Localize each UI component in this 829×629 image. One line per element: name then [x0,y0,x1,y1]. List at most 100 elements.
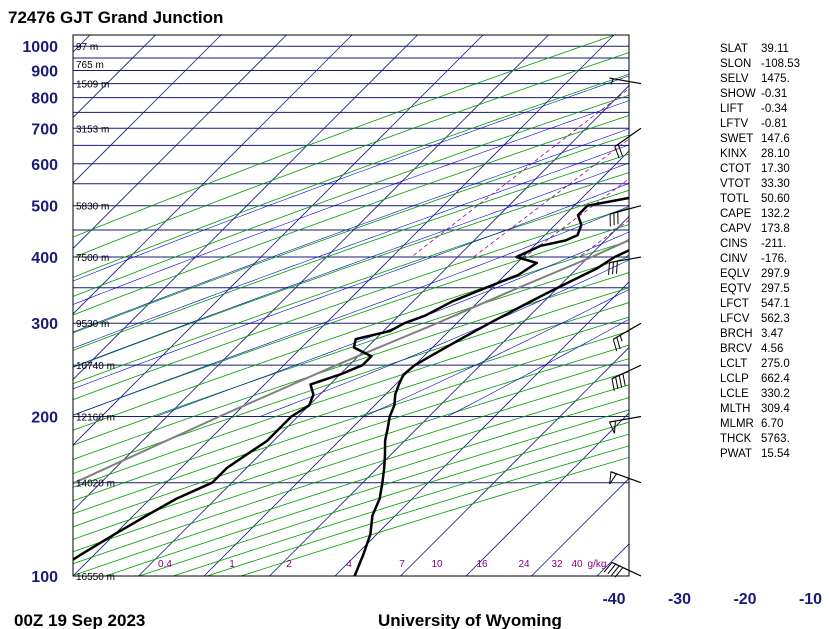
height-label: 10740 m [76,361,115,372]
index-key: KINX [720,148,747,160]
index-key: CINS [720,238,748,250]
index-value: -211. [761,238,787,250]
wind-barbs [603,77,642,578]
index-key: SWET [720,133,754,145]
index-row: LCLP 662.4 [720,372,800,387]
pressure-tick-label: 600 [31,157,58,174]
index-row: LFTV -0.81 [720,117,800,132]
dry-adiabat-line [73,134,629,334]
moist-adiabat-line [73,144,629,349]
index-key: MLMR [720,418,754,430]
index-row: EQLV 297.9 [720,267,800,282]
wind-barb [609,77,642,85]
isotherm-line [73,35,418,381]
wind-barb [603,561,642,578]
index-key: PWAT [720,448,752,460]
pressure-tick-label: 200 [31,410,58,427]
mixing-ratio-label: 0.4 [158,559,172,570]
index-row: EQTV 297.5 [720,282,800,297]
index-value: -0.81 [761,118,788,130]
index-key: VTOT [720,178,751,190]
index-key: CINV [720,253,748,265]
temperature-tick-label: -10 [799,591,822,608]
index-value: 6.70 [761,418,784,430]
plot-frame [72,34,630,577]
index-row: LFCV 562.3 [720,312,800,327]
height-label: 765 m [76,60,104,71]
index-key: CTOT [720,163,752,175]
index-row: SLAT 39.11 [720,42,800,57]
isotherm-line [0,35,25,576]
dry-adiabat-line [73,344,629,528]
index-value: -0.34 [761,103,788,115]
index-value: 662.4 [761,373,790,385]
index-key: LCLP [720,373,749,385]
data-source: University of Wyoming [378,611,562,629]
index-value: 173.8 [761,223,790,235]
moist-adiabat-line [73,162,629,368]
pressure-tick-label: 1000 [22,39,58,56]
index-row: THCK 5763. [720,432,800,447]
moist-adiabat-line [73,100,629,305]
index-row: CINV -176. [720,252,800,267]
index-key: LIFT [720,103,744,115]
index-key: THCK [720,433,752,445]
index-key: CAPV [720,223,752,235]
index-row: TOTL 50.60 [720,192,800,207]
index-value: 330.2 [761,388,790,400]
index-value: 33.30 [761,178,790,190]
index-key: SLON [720,58,752,70]
index-value: -0.31 [761,88,788,100]
dry-adiabat-line [73,52,629,259]
index-row: CTOT 17.30 [720,162,800,177]
dry-adiabat-line [73,358,629,540]
temperature-tick-label: -40 [602,591,625,608]
isotherm-line [138,84,629,576]
chart-title: 72476 GJT Grand Junction [8,8,223,27]
index-row: BRCH 3.47 [720,327,800,342]
temperature-line [353,249,629,576]
index-row: LCLE 330.2 [720,387,800,402]
index-row: LCLT 275.0 [720,357,800,372]
index-key: TOTL [720,193,750,205]
height-label: 1509 m [76,80,109,91]
wind-barb [608,256,642,275]
index-row: SHOW -0.31 [720,87,800,102]
index-value: 275.0 [761,358,790,370]
index-key: LCLT [720,358,748,370]
background-grid [0,35,629,576]
index-row: MLMR 6.70 [720,417,800,432]
index-value: 17.30 [761,163,790,175]
index-value: 5763. [761,433,790,445]
index-value: 297.9 [761,268,790,280]
index-key: LFCV [720,313,750,325]
isotherm-line [465,412,629,576]
isotherm-line [73,35,91,53]
index-key: LFCT [720,298,749,310]
index-row: LIFT -0.34 [720,102,800,117]
parcel-path-line [73,239,629,485]
pressure-tick-label: 500 [31,199,58,216]
index-value: 132.2 [761,208,790,220]
index-value: 39.11 [761,43,789,55]
index-row: VTOT 33.30 [720,177,800,192]
isotherm-line [269,215,629,576]
dewpoint-line [73,196,629,562]
temperature-tick-label: -20 [733,591,756,608]
index-value: -108.53 [761,58,801,70]
dry-adiabat-line [73,73,629,278]
height-label: 3153 m [76,124,109,135]
height-label: 7500 m [76,253,109,264]
pressure-tick-label: 700 [31,121,58,138]
dry-adiabat-line [73,35,615,238]
index-row: MLTH 309.4 [720,402,800,417]
dry-adiabat-line [73,189,629,385]
pressure-tick-label: 400 [31,250,58,267]
index-key: LCLE [720,388,749,400]
dry-adiabat-line [73,94,629,297]
height-label: 5830 m [76,202,109,213]
isotherm-line [334,281,629,576]
axis-labels: 0.4 1 2 4 7 10 16 24 32 40 g/kg1002003004005006007… [22,39,822,608]
index-key: EQTV [720,283,752,295]
index-key: SHOW [720,88,756,100]
